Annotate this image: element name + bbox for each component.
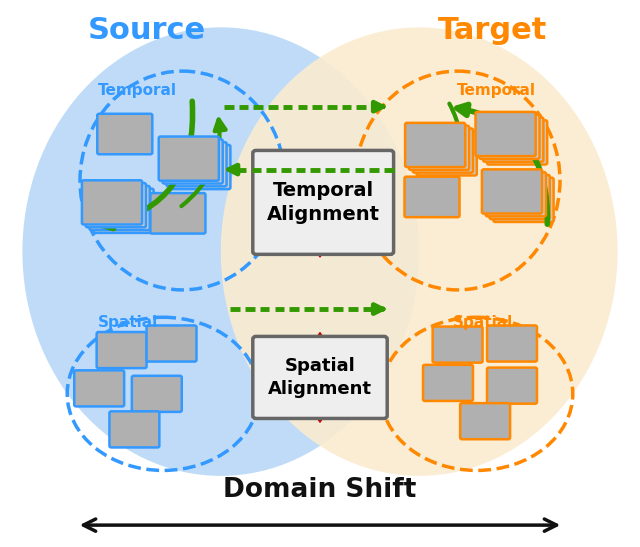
FancyBboxPatch shape — [476, 112, 536, 156]
FancyBboxPatch shape — [493, 178, 554, 222]
Text: Temporal: Temporal — [98, 83, 177, 98]
Text: Target: Target — [438, 15, 547, 45]
Text: Domain Shift: Domain Shift — [223, 476, 417, 503]
FancyBboxPatch shape — [159, 137, 219, 181]
FancyBboxPatch shape — [109, 411, 159, 447]
FancyBboxPatch shape — [483, 118, 543, 162]
FancyBboxPatch shape — [487, 325, 537, 362]
FancyBboxPatch shape — [479, 115, 540, 159]
FancyBboxPatch shape — [413, 129, 473, 173]
Ellipse shape — [22, 27, 419, 476]
Polygon shape — [268, 333, 372, 422]
FancyBboxPatch shape — [74, 370, 124, 406]
FancyBboxPatch shape — [253, 150, 394, 254]
FancyBboxPatch shape — [460, 403, 510, 439]
Text: Temporal: Temporal — [456, 83, 536, 98]
FancyBboxPatch shape — [486, 172, 546, 217]
FancyBboxPatch shape — [147, 325, 196, 362]
Ellipse shape — [221, 27, 618, 476]
FancyBboxPatch shape — [405, 123, 465, 167]
FancyBboxPatch shape — [490, 175, 550, 219]
Text: Spatial
Alignment: Spatial Alignment — [268, 357, 372, 398]
FancyBboxPatch shape — [97, 114, 152, 154]
FancyBboxPatch shape — [97, 332, 147, 368]
FancyBboxPatch shape — [253, 336, 387, 418]
FancyBboxPatch shape — [423, 365, 473, 401]
Polygon shape — [259, 153, 381, 257]
Text: Source: Source — [88, 15, 206, 45]
FancyBboxPatch shape — [404, 177, 460, 217]
FancyBboxPatch shape — [482, 170, 542, 213]
FancyBboxPatch shape — [409, 126, 469, 170]
FancyBboxPatch shape — [163, 139, 223, 184]
FancyBboxPatch shape — [82, 181, 142, 224]
Text: Temporal
Alignment: Temporal Alignment — [267, 181, 380, 224]
FancyBboxPatch shape — [170, 145, 230, 189]
FancyBboxPatch shape — [150, 193, 205, 234]
Text: Spatial: Spatial — [98, 315, 158, 330]
FancyBboxPatch shape — [487, 368, 537, 404]
Text: Spatial: Spatial — [453, 315, 513, 330]
FancyBboxPatch shape — [93, 189, 154, 233]
FancyBboxPatch shape — [417, 131, 477, 176]
FancyBboxPatch shape — [487, 120, 547, 165]
FancyBboxPatch shape — [132, 376, 182, 412]
FancyBboxPatch shape — [433, 327, 483, 363]
FancyBboxPatch shape — [166, 142, 227, 187]
FancyBboxPatch shape — [86, 183, 146, 228]
FancyBboxPatch shape — [90, 186, 150, 230]
